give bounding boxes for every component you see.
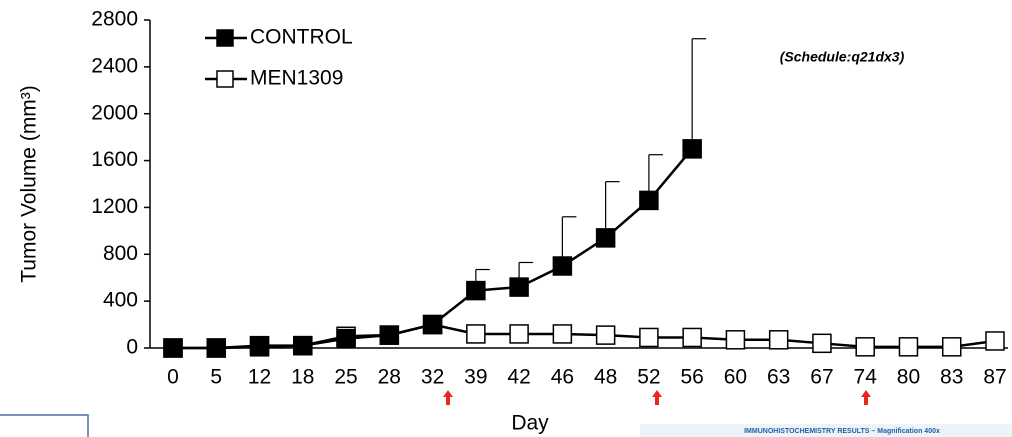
x-tick-label: 5 bbox=[210, 366, 222, 389]
marker bbox=[422, 314, 443, 335]
marker bbox=[812, 333, 832, 354]
marker bbox=[206, 338, 227, 358]
frame-box bbox=[0, 414, 89, 437]
marker bbox=[941, 337, 962, 357]
marker bbox=[855, 337, 875, 357]
x-tick-label: 25 bbox=[334, 366, 357, 389]
marker bbox=[552, 256, 573, 276]
x-tick-label: 74 bbox=[854, 366, 878, 389]
footer-text: IMMUNOHISTOCHEMISTRY RESULTS – Magnifica… bbox=[744, 428, 940, 435]
marker bbox=[293, 335, 313, 356]
legend-label: MEN1309 bbox=[250, 67, 343, 90]
annotation: (Schedule:q21dx3) bbox=[780, 49, 905, 65]
marker bbox=[249, 337, 270, 357]
x-tick-label: 56 bbox=[680, 366, 703, 389]
x-tick-label: 83 bbox=[940, 366, 963, 389]
dose-arrows bbox=[443, 390, 871, 405]
y-axis-label: Tumor Volume (mm³) bbox=[18, 85, 41, 283]
marker bbox=[898, 337, 919, 357]
x-tick-label: 28 bbox=[378, 366, 401, 389]
marker bbox=[509, 324, 529, 344]
marker bbox=[682, 327, 702, 348]
y-tick-label: 2800 bbox=[91, 8, 138, 31]
y-tick-label: 400 bbox=[103, 289, 138, 312]
marker bbox=[725, 330, 746, 350]
marker bbox=[466, 280, 486, 301]
x-tick-label: 12 bbox=[248, 366, 271, 389]
x-tick-label: 0 bbox=[167, 366, 179, 389]
marker bbox=[595, 325, 616, 345]
x-tick-label: 46 bbox=[551, 366, 574, 389]
x-tick-label: 87 bbox=[983, 366, 1006, 389]
marker bbox=[163, 338, 183, 358]
marker bbox=[595, 228, 616, 248]
marker bbox=[639, 327, 659, 348]
y-tick-label: 1600 bbox=[91, 148, 138, 171]
marker bbox=[379, 325, 400, 345]
x-tick-label: 60 bbox=[724, 366, 747, 389]
x-tick-label: 67 bbox=[810, 366, 833, 389]
x-tick-label: 52 bbox=[637, 366, 660, 389]
x-tick-label: 18 bbox=[291, 366, 314, 389]
x-tick-label: 42 bbox=[507, 366, 530, 389]
legend-marker bbox=[216, 29, 234, 47]
marker bbox=[639, 190, 659, 211]
x-tick-label: 39 bbox=[464, 366, 487, 389]
y-tick-label: 1200 bbox=[91, 195, 138, 218]
marker bbox=[336, 328, 356, 349]
x-tick-label: 48 bbox=[594, 366, 617, 389]
legend-label: CONTROL bbox=[250, 26, 353, 49]
y-tick-label: 2400 bbox=[91, 54, 138, 77]
marker bbox=[985, 331, 1005, 351]
x-tick-label: 63 bbox=[767, 366, 790, 389]
marker bbox=[509, 277, 529, 297]
dose-arrow bbox=[443, 390, 453, 405]
footer-bar bbox=[640, 424, 1012, 437]
marker bbox=[768, 330, 789, 350]
x-tick-label: 80 bbox=[897, 366, 920, 389]
marker bbox=[552, 324, 573, 344]
marker bbox=[466, 324, 486, 344]
dose-arrow bbox=[652, 390, 662, 405]
marker bbox=[682, 139, 702, 159]
legend-marker bbox=[216, 70, 234, 88]
y-tick-label: 0 bbox=[126, 336, 138, 359]
dose-arrow bbox=[861, 390, 871, 405]
x-axis-label: Day bbox=[511, 412, 549, 435]
y-tick-label: 800 bbox=[103, 242, 138, 265]
y-tick-label: 2000 bbox=[91, 101, 138, 124]
x-tick-label: 32 bbox=[421, 366, 444, 389]
